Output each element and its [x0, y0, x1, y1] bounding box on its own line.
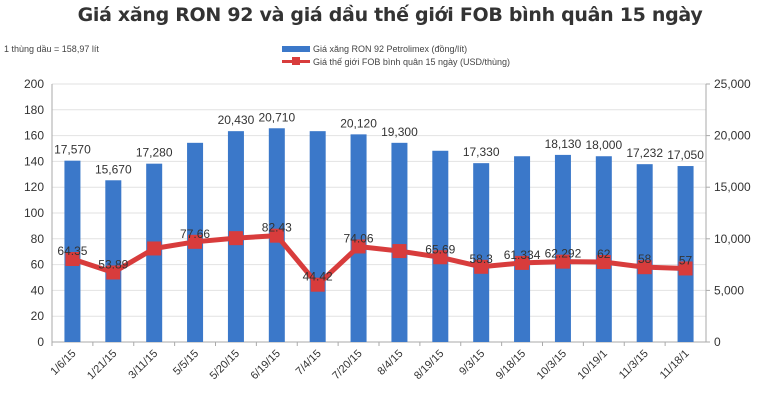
- bar-value-label: 18,000: [585, 138, 622, 152]
- left-axis-tick: 160: [24, 129, 44, 143]
- legend-line-label: Giá thế giới FOB bình quân 15 ngày (USD/…: [313, 56, 511, 67]
- x-axis-tick: 10/19/1: [575, 348, 609, 382]
- x-axis-tick: 10/3/15: [535, 348, 569, 382]
- left-axis-tick: 100: [24, 206, 44, 220]
- line-value-label: 62: [597, 247, 611, 261]
- legend-item-bar: Giá xăng RON 92 Petrolimex (đồng/lít): [282, 42, 510, 55]
- right-axis-tick: 15,000: [714, 180, 751, 194]
- x-axis-tick: 7/4/15: [294, 348, 324, 378]
- fob-marker-icon: [678, 261, 693, 276]
- x-axis-tick: 1/21/15: [85, 348, 119, 382]
- x-axis-tick: 9/3/15: [457, 348, 487, 378]
- bar-value-label: 20,430: [218, 113, 255, 127]
- bar-value-label: 17,330: [463, 145, 500, 159]
- line-value-label: 77.66: [180, 227, 210, 241]
- bar-value-label: 17,050: [667, 148, 704, 162]
- x-axis-tick: 11/18/1: [658, 348, 692, 382]
- x-axis-tick: 5/20/15: [208, 348, 242, 382]
- right-axis-tick: 25,000: [714, 77, 751, 91]
- right-axis-tick: 20,000: [714, 129, 751, 143]
- bar-value-label: 17,232: [626, 146, 663, 160]
- fob-marker-icon: [433, 250, 448, 265]
- fob-marker-icon: [351, 239, 366, 254]
- legend: Giá xăng RON 92 Petrolimex (đồng/lít) Gi…: [282, 42, 510, 68]
- legend-line-swatch-icon: [282, 57, 310, 65]
- fob-marker-icon: [515, 255, 530, 270]
- chart-title: Giá xăng RON 92 và giá dầu thế giới FOB …: [77, 4, 703, 26]
- petrol-price-bar: [473, 163, 490, 342]
- petrol-price-bar: [64, 160, 81, 342]
- bar-value-label: 18,130: [545, 137, 582, 151]
- petrol-price-bar: [514, 156, 531, 342]
- bar-value-label: 19,300: [381, 125, 418, 139]
- line-value-label: 61.334: [504, 248, 541, 262]
- x-axis-tick: 6/19/15: [248, 348, 282, 382]
- petrol-price-bar: [350, 134, 367, 342]
- fob-marker-icon: [106, 265, 121, 280]
- bar-value-label: 17,280: [136, 146, 173, 160]
- fob-marker-icon: [147, 241, 162, 256]
- x-axis-tick: 1/6/15: [48, 348, 78, 378]
- bar-value-label: 20,710: [258, 110, 295, 124]
- fob-marker-icon: [310, 277, 325, 292]
- line-value-label: 64.35: [57, 244, 87, 258]
- line-value-label: 44.42: [303, 270, 333, 284]
- petrol-price-bar: [595, 156, 612, 342]
- left-axis-tick: 0: [37, 335, 44, 349]
- left-axis-tick: 140: [24, 154, 44, 168]
- left-axis-tick: 80: [31, 232, 45, 246]
- fob-marker-icon: [188, 234, 203, 249]
- x-axis-tick: 5/5/15: [171, 348, 201, 378]
- left-axis-tick: 200: [24, 77, 44, 91]
- line-value-label: 53.89: [98, 257, 128, 271]
- right-axis-tick: 0: [714, 335, 721, 349]
- legend-bar-swatch-icon: [282, 45, 310, 52]
- x-axis-tick: 8/4/15: [375, 348, 405, 378]
- x-axis-tick: 8/19/15: [412, 348, 446, 382]
- fob-marker-icon: [228, 231, 243, 246]
- left-axis-tick: 120: [24, 180, 44, 194]
- fob-marker-icon: [637, 260, 652, 275]
- fob-marker-icon: [392, 244, 407, 259]
- petrol-price-bar: [391, 142, 408, 342]
- line-value-label: 62.292: [545, 247, 582, 261]
- x-axis-tick: 9/18/15: [494, 348, 528, 382]
- left-axis-tick: 180: [24, 103, 44, 117]
- petrol-price-bar: [636, 164, 653, 342]
- fob-marker-icon: [269, 228, 284, 243]
- petrol-price-bar: [677, 166, 694, 342]
- line-value-label: 82.43: [262, 221, 292, 235]
- line-value-label: 58: [638, 252, 652, 266]
- left-axis-tick: 40: [31, 283, 45, 297]
- left-axis-tick: 60: [31, 258, 45, 272]
- line-value-label: 65.69: [425, 242, 455, 256]
- fob-marker-icon: [596, 255, 611, 270]
- right-axis-tick: 5,000: [714, 283, 744, 297]
- bar-value-label: 17,570: [54, 143, 91, 157]
- x-axis-tick: 3/11/15: [126, 348, 160, 382]
- legend-bar-label: Giá xăng RON 92 Petrolimex (đồng/lít): [313, 43, 468, 54]
- petrol-price-bar: [105, 180, 122, 342]
- line-value-label: 58.3: [470, 252, 494, 266]
- fob-marker-icon: [474, 259, 489, 274]
- left-axis-tick: 20: [31, 309, 45, 323]
- line-value-label: 57: [679, 253, 693, 267]
- x-axis-tick: 7/20/15: [330, 348, 364, 382]
- fob-price-line: [71, 233, 686, 288]
- right-axis-tick: 10,000: [714, 232, 751, 246]
- petrol-price-bar: [554, 154, 571, 342]
- bar-value-label: 15,670: [95, 162, 132, 176]
- bar-value-label: 20,120: [340, 116, 377, 130]
- legend-item-line: Giá thế giới FOB bình quân 15 ngày (USD/…: [282, 55, 510, 68]
- fob-marker-icon: [555, 254, 570, 269]
- unit-note: 1 thùng dầu = 158,97 lít: [4, 44, 99, 54]
- fob-marker-icon: [65, 251, 80, 266]
- line-value-label: 74.06: [344, 231, 374, 245]
- x-axis-tick: 11/3/15: [617, 348, 651, 382]
- petrol-price-bar: [432, 150, 449, 342]
- petrol-price-bar: [309, 131, 326, 342]
